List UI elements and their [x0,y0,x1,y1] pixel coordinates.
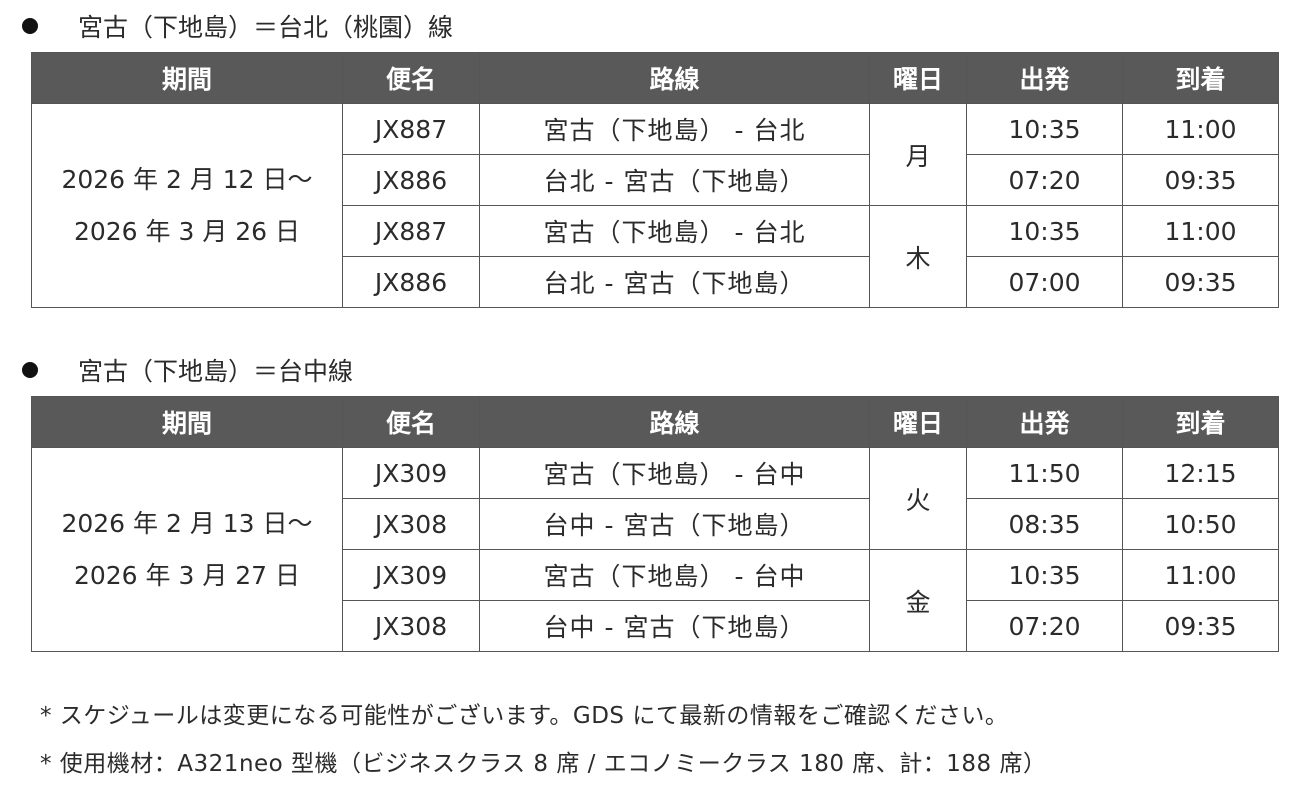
table-row: 2026 年 2 月 12 日～ 2026 年 3 月 26 日 JX887 宮古（下… [31,103,1279,308]
route: 宮古（下地島） - 台中 [479,447,870,499]
column-header: 到着 [1122,52,1279,104]
route: 台北 - 宮古（下地島） [479,154,870,206]
schedule-table: 期間 便名 路線 曜日 出発 到着 2026 年 2 月 12 日～ 2026 年 3 月 2… [31,52,1279,308]
header-row: 期間 便名 路線 曜日 出発 到着 [31,396,1279,448]
flight-number: JX887 [342,103,480,155]
column-header: 便名 [342,396,480,448]
section-title: 宮古（下地島）＝台北（桃園）線 [78,13,454,42]
footnote-aircraft: * 使用機材：A321neo 型機（ビジネスクラス 8 席 / エコノミークラス… [40,751,1047,777]
arrival-time: 11:00 [1122,205,1279,257]
arrival-time: 09:35 [1122,154,1279,206]
weekday: 木 [869,205,967,308]
column-header: 出発 [966,396,1123,448]
section-heading: 宮古（下地島）＝台北（桃園）線 [22,8,453,44]
column-header: 便名 [342,52,480,104]
table-row: JX308 台中 - 宮古（下地島） 07:20 09:35 [32,600,1279,652]
column-header: 路線 [479,396,870,448]
column-header: 曜日 [869,396,967,448]
footnote-schedule-change: * スケジュールは変更になる可能性がございます。GDS にて最新の情報をご確認く… [40,703,1009,729]
period-end: 2026 年 3 月 27 日 [73,560,301,590]
table-row: JX887 宮古（下地島） - 台北木 10:35 11:00 [32,205,1279,308]
column-header: 路線 [479,52,870,104]
flight-number: JX309 [342,549,480,601]
column-header: 到着 [1122,396,1279,448]
bullet-icon [22,362,38,378]
flight-number: JX309 [342,447,480,499]
arrival-time: 12:15 [1122,447,1279,499]
arrival-time: 10:50 [1122,498,1279,550]
departure-time: 11:50 [966,447,1123,499]
column-header: 期間 [31,52,343,104]
flight-number: JX887 [342,205,480,257]
section-title: 宮古（下地島）＝台中線 [78,357,354,386]
table-row: JX308 台中 - 宮古（下地島） 08:35 10:50 [32,498,1279,550]
period-cell: 2026 年 2 月 12 日～ 2026 年 3 月 26 日 [31,103,343,308]
flight-number: JX308 [342,600,480,652]
flight-number: JX886 [342,256,480,308]
departure-time: 10:35 [966,549,1123,601]
arrival-time: 09:35 [1122,256,1279,308]
weekday: 月 [869,103,967,206]
header-row: 期間 便名 路線 曜日 出発 到着 [31,52,1279,104]
route: 台中 - 宮古（下地島） [479,600,870,652]
route: 台北 - 宮古（下地島） [479,256,870,308]
departure-time: 07:00 [966,256,1123,308]
schedule-table: 期間 便名 路線 曜日 出発 到着 2026 年 2 月 13 日～ 2026 年 3 月 2… [31,396,1279,652]
weekday: 火 [869,447,967,550]
column-header: 期間 [31,396,343,448]
arrival-time: 11:00 [1122,103,1279,155]
period-end: 2026 年 3 月 26 日 [73,216,301,246]
departure-time: 07:20 [966,600,1123,652]
column-header: 曜日 [869,52,967,104]
departure-time: 10:35 [966,205,1123,257]
route: 台中 - 宮古（下地島） [479,498,870,550]
flight-number: JX308 [342,498,480,550]
arrival-time: 09:35 [1122,600,1279,652]
table-row: 2026 年 2 月 13 日～ 2026 年 3 月 27 日 JX309 宮古（下… [31,447,1279,652]
flight-number: JX886 [342,154,480,206]
table-row: JX886 台北 - 宮古（下地島） 07:20 09:35 [32,154,1279,206]
route: 宮古（下地島） - 台北 [479,205,870,257]
route: 宮古（下地島） - 台北 [479,103,870,155]
period-start: 2026 年 2 月 12 日～ [61,164,313,194]
column-header: 出発 [966,52,1123,104]
table-row: JX309 宮古（下地島） - 台中金 10:35 11:00 [32,549,1279,652]
period-cell: 2026 年 2 月 13 日～ 2026 年 3 月 27 日 [31,447,343,652]
bullet-icon [22,18,38,34]
departure-time: 10:35 [966,103,1123,155]
departure-time: 07:20 [966,154,1123,206]
route: 宮古（下地島） - 台中 [479,549,870,601]
departure-time: 08:35 [966,498,1123,550]
table-row: JX886 台北 - 宮古（下地島） 07:00 09:35 [32,256,1279,308]
weekday: 金 [869,549,967,652]
section-heading: 宮古（下地島）＝台中線 [22,352,353,388]
period-start: 2026 年 2 月 13 日～ [61,508,313,538]
arrival-time: 11:00 [1122,549,1279,601]
